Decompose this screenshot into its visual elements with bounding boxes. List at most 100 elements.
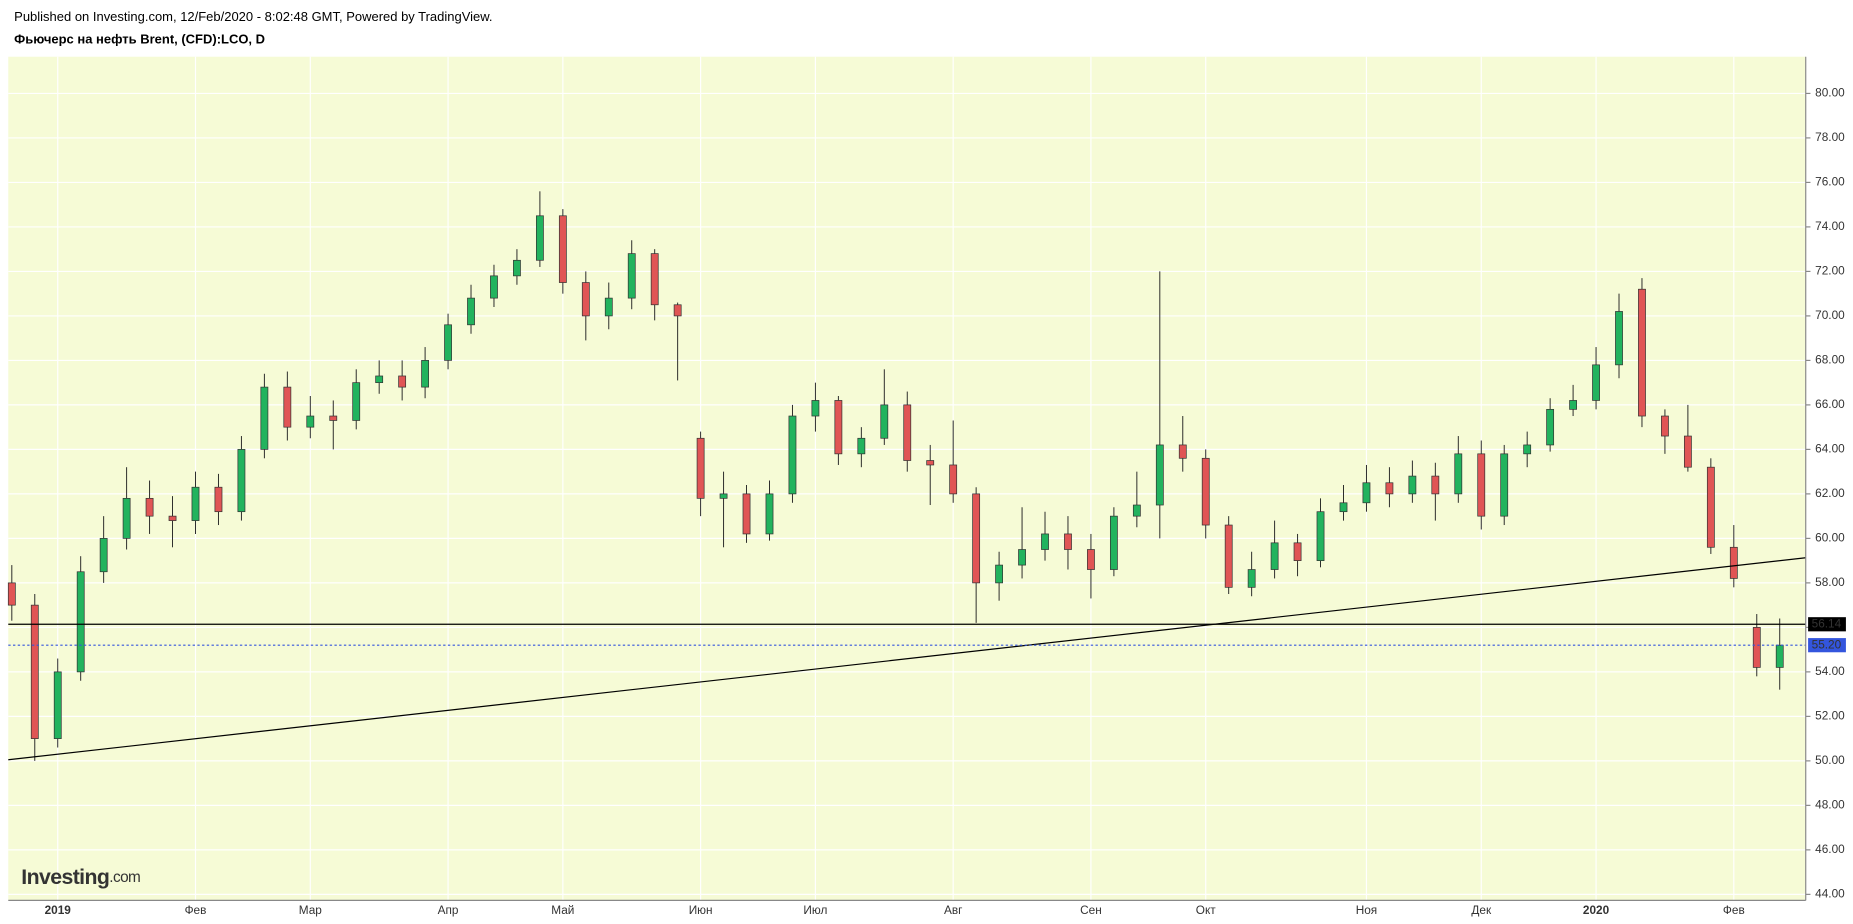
plot-background — [8, 56, 1806, 901]
last-price-box — [1808, 638, 1846, 653]
y-tick-label: 64.00 — [1815, 442, 1845, 456]
candle-body — [490, 275, 498, 299]
logo: Investing.com — [21, 865, 140, 889]
candle-body — [1729, 546, 1738, 579]
last-price-label: 55.20 — [1812, 637, 1842, 651]
y-tick-label: 80.00 — [1815, 86, 1845, 100]
candle-body — [995, 564, 1003, 584]
candle-body — [535, 215, 544, 261]
candle-body — [421, 360, 429, 388]
x-tick-label: Ноя — [1356, 903, 1377, 917]
instrument-title: Фьючерс на нефть Brent, (CFD):LCO, D — [14, 32, 265, 47]
x-tick-label: Авг — [944, 903, 962, 917]
x-tick-label: Фев — [1723, 903, 1745, 917]
candle-body — [1752, 627, 1761, 668]
level-label: 56.14 — [1812, 616, 1842, 630]
candle-body — [696, 437, 705, 499]
candle-body — [880, 404, 889, 439]
candle-body — [168, 515, 177, 521]
x-tick-label: Окт — [1196, 903, 1216, 917]
x-tick-label: 2020 — [1583, 903, 1610, 917]
candle-body — [1178, 444, 1187, 459]
candle-body — [903, 404, 912, 461]
candle-body — [306, 415, 315, 428]
candle-body — [719, 493, 728, 499]
candle-body — [1155, 444, 1164, 506]
candle-body — [1041, 533, 1049, 550]
x-tick-label: Сен — [1080, 903, 1102, 917]
logo-main: Investing — [21, 865, 109, 889]
y-tick-label: 74.00 — [1815, 219, 1845, 233]
candle-body — [1339, 502, 1348, 513]
candle-body — [1706, 466, 1715, 548]
x-tick-label: Мар — [299, 903, 323, 917]
candle-body — [329, 415, 338, 421]
candle-body — [352, 382, 361, 421]
candle-body — [788, 415, 797, 495]
y-tick-label: 68.00 — [1815, 353, 1845, 367]
candle-body — [1683, 435, 1692, 468]
candle-body — [53, 671, 62, 739]
candle-body — [1132, 504, 1141, 517]
candle-body — [145, 497, 154, 517]
candle-body — [76, 571, 85, 673]
y-tick-label: 60.00 — [1815, 531, 1845, 545]
candle-body — [7, 582, 16, 606]
candle-body — [811, 400, 820, 417]
candle-body — [1477, 453, 1486, 517]
level-label-box — [1808, 617, 1846, 632]
candle-body — [650, 253, 659, 306]
candle-body — [1293, 542, 1302, 561]
candle-body — [604, 297, 613, 317]
candle-body — [1569, 400, 1577, 410]
candle-body — [581, 282, 590, 317]
candle-body — [1018, 549, 1026, 566]
x-tick-label: Апр — [438, 903, 459, 917]
y-tick-label: 58.00 — [1815, 575, 1845, 589]
candle-body — [1087, 549, 1095, 570]
candle-body — [1454, 453, 1463, 495]
y-tick-label: 48.00 — [1815, 797, 1845, 811]
candle-body — [1592, 364, 1600, 401]
candle-body — [1615, 311, 1623, 366]
x-tick-label: Фев — [185, 903, 207, 917]
y-tick-label: 72.00 — [1815, 264, 1845, 278]
candle-body — [444, 324, 452, 361]
x-tick-label: Дек — [1471, 903, 1492, 917]
candle-body — [1247, 569, 1256, 588]
candle-body — [191, 486, 200, 521]
candle-body — [926, 460, 935, 466]
y-tick-label: 46.00 — [1815, 842, 1845, 856]
y-tick-label: 76.00 — [1815, 175, 1845, 189]
published-note: Published on Investing.com, 12/Feb/2020 … — [14, 9, 492, 24]
candle-body — [237, 449, 246, 513]
candle-body — [972, 493, 981, 584]
candle-body — [742, 493, 751, 535]
candle-body — [260, 386, 269, 450]
y-tick-label: 54.00 — [1815, 664, 1845, 678]
candle-body — [1523, 444, 1532, 455]
x-tick-label: Май — [551, 903, 574, 917]
logo-suffix: .com — [109, 869, 140, 886]
y-tick-label: 52.00 — [1815, 709, 1845, 723]
candle-body — [1064, 533, 1072, 550]
candle-body — [398, 375, 407, 388]
candle-body — [122, 497, 131, 539]
candle-body — [1638, 288, 1646, 417]
candles — [7, 191, 1806, 761]
y-tick-label: 70.00 — [1815, 308, 1845, 322]
candle-body — [1316, 511, 1325, 561]
candle-body — [375, 375, 384, 384]
y-tick-label: 66.00 — [1815, 397, 1845, 411]
candle-body — [1546, 408, 1555, 446]
candle-body — [558, 215, 567, 283]
candle-body — [1109, 515, 1118, 570]
y-tick-label: 44.00 — [1815, 886, 1845, 900]
candle-body — [1775, 644, 1784, 668]
candle-body — [1224, 524, 1233, 588]
candle-body — [99, 538, 108, 573]
candle-body — [627, 253, 636, 299]
candle-body — [1408, 475, 1417, 495]
